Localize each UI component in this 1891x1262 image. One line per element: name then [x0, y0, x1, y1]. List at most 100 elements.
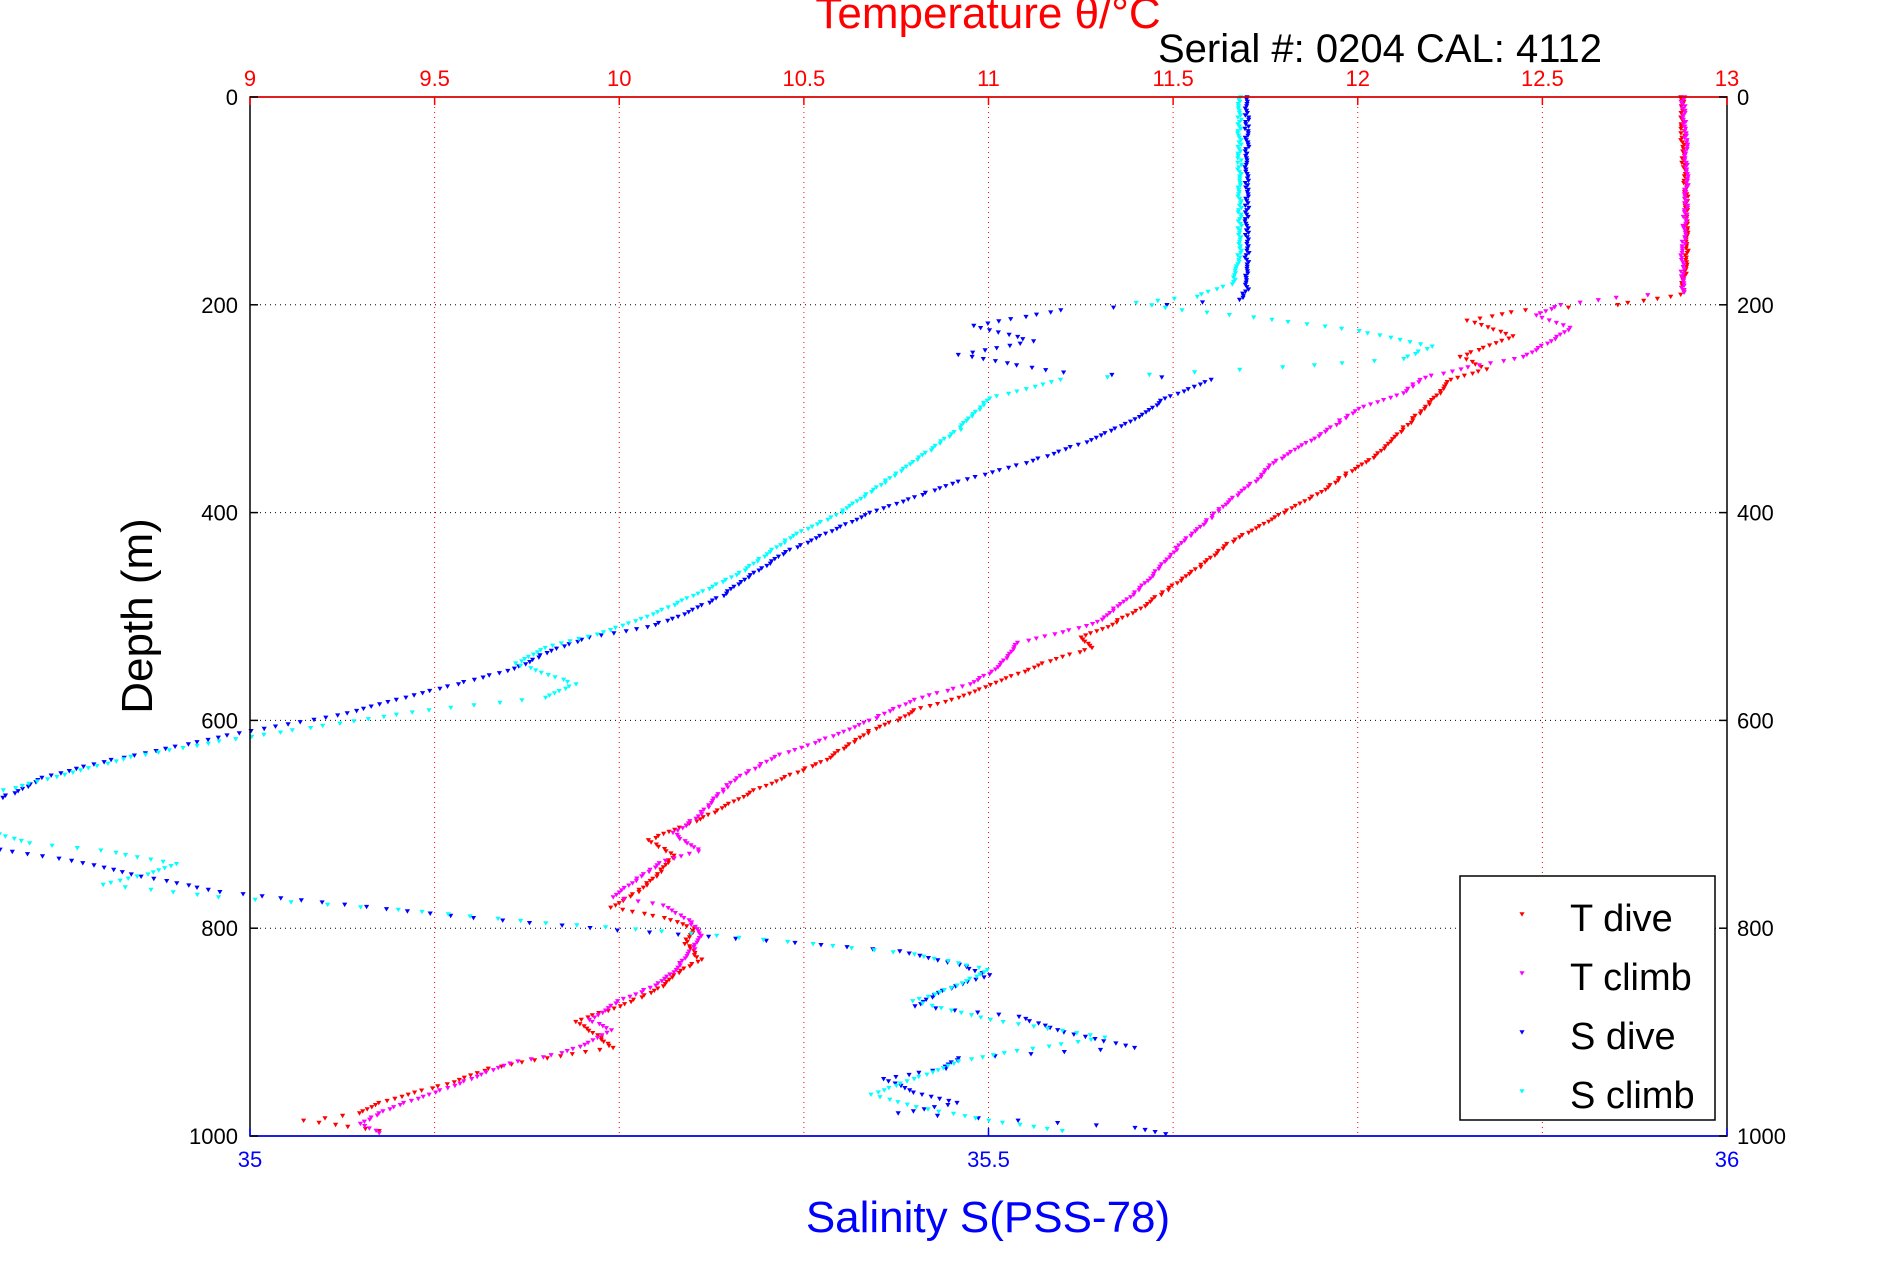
- data-point: [342, 902, 348, 908]
- data-point: [722, 803, 728, 809]
- data-point: [1400, 425, 1406, 430]
- data-point: [1031, 1124, 1037, 1130]
- data-point: [731, 584, 737, 590]
- data-point: [633, 619, 639, 624]
- data-point: [194, 885, 200, 890]
- data-point: [66, 769, 72, 774]
- bottom-tick-label: 36: [1715, 1147, 1739, 1172]
- data-point: [629, 881, 636, 886]
- data-point: [448, 705, 454, 711]
- data-point: [705, 812, 711, 818]
- data-point: [658, 867, 664, 872]
- data-point: [816, 738, 822, 744]
- data-point: [1678, 269, 1684, 274]
- data-point: [621, 885, 627, 891]
- data-point: [950, 1111, 957, 1117]
- data-point: [194, 892, 200, 898]
- data-point: [996, 319, 1002, 324]
- data-point: [904, 1102, 910, 1107]
- data-point: [1249, 528, 1255, 533]
- data-point: [1110, 608, 1116, 614]
- data-point: [1191, 384, 1197, 390]
- data-point: [1312, 436, 1318, 441]
- data-point: [658, 869, 664, 875]
- data-point: [1375, 400, 1381, 405]
- data-point: [408, 1098, 414, 1104]
- data-point: [374, 1113, 380, 1118]
- data-point: [1236, 147, 1242, 152]
- data-point: [1457, 354, 1463, 360]
- data-point: [590, 1038, 596, 1043]
- data-point: [970, 350, 976, 355]
- data-point: [186, 883, 192, 888]
- data-point: [125, 876, 131, 881]
- data-point: [1356, 406, 1362, 412]
- data-point: [713, 596, 719, 601]
- data-point: [1681, 174, 1687, 179]
- data-point: [1418, 342, 1424, 347]
- data-point: [80, 764, 87, 769]
- data-point: [448, 913, 454, 919]
- data-point: [980, 1055, 986, 1060]
- data-point: [989, 470, 996, 475]
- data-point: [216, 739, 222, 744]
- data-point: [764, 759, 770, 765]
- data-point: [719, 806, 725, 811]
- data-point: [1499, 338, 1505, 344]
- data-point: [354, 708, 360, 714]
- data-point: [839, 510, 846, 516]
- data-point: [131, 753, 137, 758]
- data-points: [0, 95, 1691, 1137]
- data-point: [613, 892, 619, 898]
- data-point: [1008, 674, 1014, 679]
- data-point: [1233, 264, 1239, 269]
- data-point: [792, 940, 798, 946]
- data-point: [1678, 292, 1684, 297]
- data-point: [697, 817, 703, 822]
- data-point: [1560, 323, 1566, 328]
- data-point: [937, 1096, 943, 1102]
- data-point: [1015, 1022, 1021, 1027]
- data-point: [2, 793, 9, 798]
- data-point: [605, 1006, 611, 1011]
- data-point: [916, 1070, 922, 1076]
- data-point: [1244, 97, 1250, 102]
- data-point: [1145, 578, 1151, 584]
- data-point: [1438, 391, 1444, 396]
- data-point: [385, 700, 391, 705]
- data-point: [849, 946, 855, 951]
- data-point: [523, 662, 529, 667]
- data-point: [589, 1019, 595, 1025]
- data-point: [817, 533, 823, 539]
- data-point: [690, 593, 696, 599]
- data-point: [783, 550, 789, 555]
- data-point: [661, 916, 667, 921]
- data-point: [887, 476, 893, 481]
- data-point: [675, 614, 681, 620]
- data-point: [696, 929, 702, 934]
- data-point: [595, 1013, 601, 1018]
- data-point: [976, 687, 982, 692]
- data-point: [1371, 359, 1377, 364]
- data-point: [1404, 389, 1410, 394]
- data-point: [1147, 599, 1154, 605]
- data-point: [959, 981, 965, 986]
- data-point: [660, 903, 666, 908]
- data-point: [377, 702, 383, 707]
- data-point: [949, 697, 955, 703]
- data-point: [755, 559, 761, 564]
- data-point: [909, 710, 915, 715]
- data-point: [1223, 502, 1229, 507]
- data-point: [760, 937, 766, 943]
- data-point: [828, 755, 834, 761]
- data-point: [895, 1111, 901, 1116]
- data-point: [824, 757, 830, 763]
- data-point: [1242, 486, 1248, 491]
- data-point: [113, 850, 119, 856]
- data-point: [1506, 336, 1512, 341]
- data-point: [967, 682, 973, 687]
- data-point: [613, 903, 619, 908]
- data-point: [1381, 446, 1387, 451]
- data-point: [1227, 498, 1233, 503]
- data-point: [636, 890, 642, 895]
